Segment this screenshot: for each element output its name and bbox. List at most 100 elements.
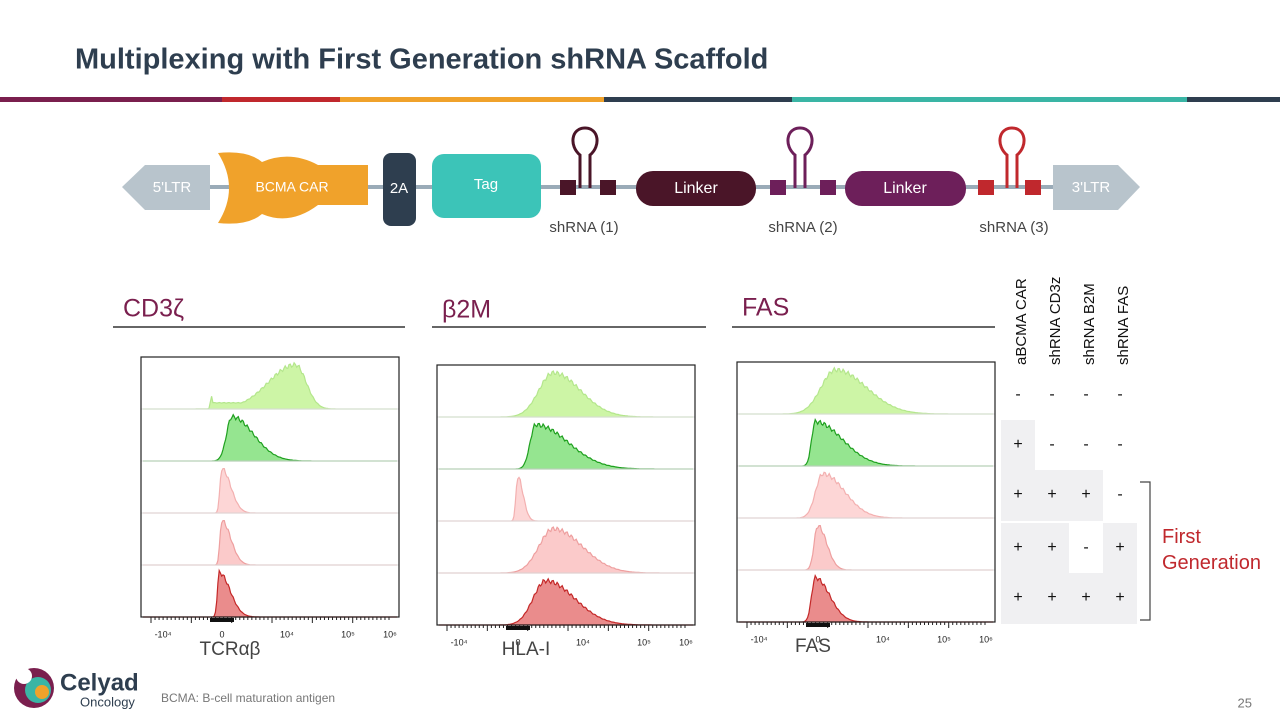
shrna-label: shRNA (3) (979, 219, 1048, 236)
bracket-label: First Generation (1162, 526, 1261, 574)
panel-frame (736, 361, 996, 623)
cell-shade (1069, 573, 1103, 624)
panel-title: β2M (442, 296, 491, 324)
band (1187, 97, 1280, 102)
cell-shade (1103, 523, 1137, 574)
page-number: 25 (1238, 695, 1252, 710)
panel-title: CD3ζ (123, 295, 184, 323)
histogram (439, 526, 693, 574)
histogram (143, 361, 397, 410)
shrna-block (978, 180, 994, 195)
axis-tick-label: 10⁶ (979, 634, 993, 644)
histogram (143, 568, 397, 618)
panels: CD3ζ -10⁴ 0 10⁴ 10⁵ 10⁶ TCRαβ β2M -10⁴ 0 10⁴ 10⁵ 10⁶… (113, 294, 996, 660)
panel-frame (436, 364, 696, 626)
axis-tick-label: 0 (815, 634, 820, 644)
cell-shade (1069, 470, 1103, 521)
axis-label: FAS (795, 636, 831, 657)
histogram (739, 471, 993, 519)
cell-shade (1035, 523, 1069, 574)
column-header: shRNA B2M (1081, 283, 1098, 365)
ltr3 (1053, 165, 1140, 210)
cell: - (1117, 386, 1122, 403)
tag (432, 154, 541, 218)
histogram (143, 468, 397, 514)
band (604, 97, 792, 102)
axis-tick-label: 10⁵ (637, 637, 651, 647)
logo-mark (16, 668, 32, 684)
logo-name: Celyad (60, 669, 139, 696)
cell-shade (1035, 573, 1069, 624)
cell: + (1115, 589, 1124, 606)
table: aBCMA CAR shRNA CD3z shRNA B2M shRNA FAS - - -… (1001, 277, 1137, 624)
cell: + (1013, 589, 1022, 606)
shrna-block (600, 180, 616, 195)
histogram (739, 573, 993, 623)
band (0, 97, 222, 102)
zero-cluster (506, 626, 530, 630)
shrna-block (820, 180, 836, 195)
cell: + (1013, 539, 1022, 556)
bracket (1140, 481, 1151, 621)
shrna-label: shRNA (2) (768, 219, 837, 236)
zero-cluster (210, 618, 234, 622)
shrnas: shRNA (1) shRNA (2) shRNA (3) (549, 126, 1049, 236)
car (218, 152, 368, 224)
histogram (739, 525, 993, 571)
axis-tick-label: 10⁵ (937, 634, 951, 644)
axis-tick-label: 10⁵ (341, 629, 355, 639)
cell-shade (1001, 420, 1035, 471)
axis-tick-label: 0 (515, 637, 520, 647)
cell: - (1083, 539, 1088, 556)
logo-mark (35, 685, 49, 699)
cell: - (1049, 386, 1054, 403)
p2a-label: 2A (390, 180, 408, 197)
axis-tick-label: 0 (219, 629, 224, 639)
axis-tick-label: 10⁶ (679, 637, 693, 647)
shrna-label: shRNA (1) (549, 219, 618, 236)
linker (636, 171, 756, 206)
axis-label: TCRαβ (200, 639, 261, 660)
hairpin (998, 126, 1026, 188)
car-label: BCMA CAR (255, 179, 328, 195)
ltr3-label: 3'LTR (1072, 179, 1111, 196)
axis-tick-label: 10⁴ (280, 629, 294, 639)
axis-tick-label: -10⁴ (451, 637, 468, 647)
shrna-block (770, 180, 786, 195)
cell: - (1117, 486, 1122, 503)
cell: - (1083, 436, 1088, 453)
tag-label: Tag (474, 176, 498, 193)
shrna-block (560, 180, 576, 195)
slide-title: Multiplexing with First Generation shRNA… (75, 44, 768, 76)
axis-label: HLA-I (502, 639, 551, 660)
bracket-label-box: First Generation (1162, 526, 1261, 574)
histogram (739, 366, 993, 415)
histogram (439, 370, 693, 418)
panel-frame (140, 356, 400, 618)
band (222, 97, 340, 102)
color-band (0, 97, 1280, 102)
cell: - (1083, 386, 1088, 403)
axis-tick-label: 10⁴ (576, 637, 590, 647)
histogram (143, 520, 397, 566)
axis-tick-label: -10⁴ (751, 634, 768, 644)
panel-title: FAS (742, 294, 789, 322)
logo: Celyad Oncology (14, 668, 139, 709)
cell: + (1081, 589, 1090, 606)
axis-tick-label: 10⁶ (383, 629, 397, 639)
cell: + (1047, 539, 1056, 556)
cell: + (1047, 486, 1056, 503)
cell: - (1117, 436, 1122, 453)
ltr5 (122, 165, 210, 210)
cell-shade (1103, 573, 1137, 624)
zero-cluster (806, 623, 830, 627)
band (792, 97, 1187, 102)
cell-shade (1035, 470, 1069, 521)
histogram (439, 422, 693, 470)
cell-shade (1001, 573, 1035, 624)
cell-shade (1001, 523, 1035, 574)
band (340, 97, 604, 102)
cell: - (1015, 386, 1020, 403)
histogram (739, 417, 993, 467)
